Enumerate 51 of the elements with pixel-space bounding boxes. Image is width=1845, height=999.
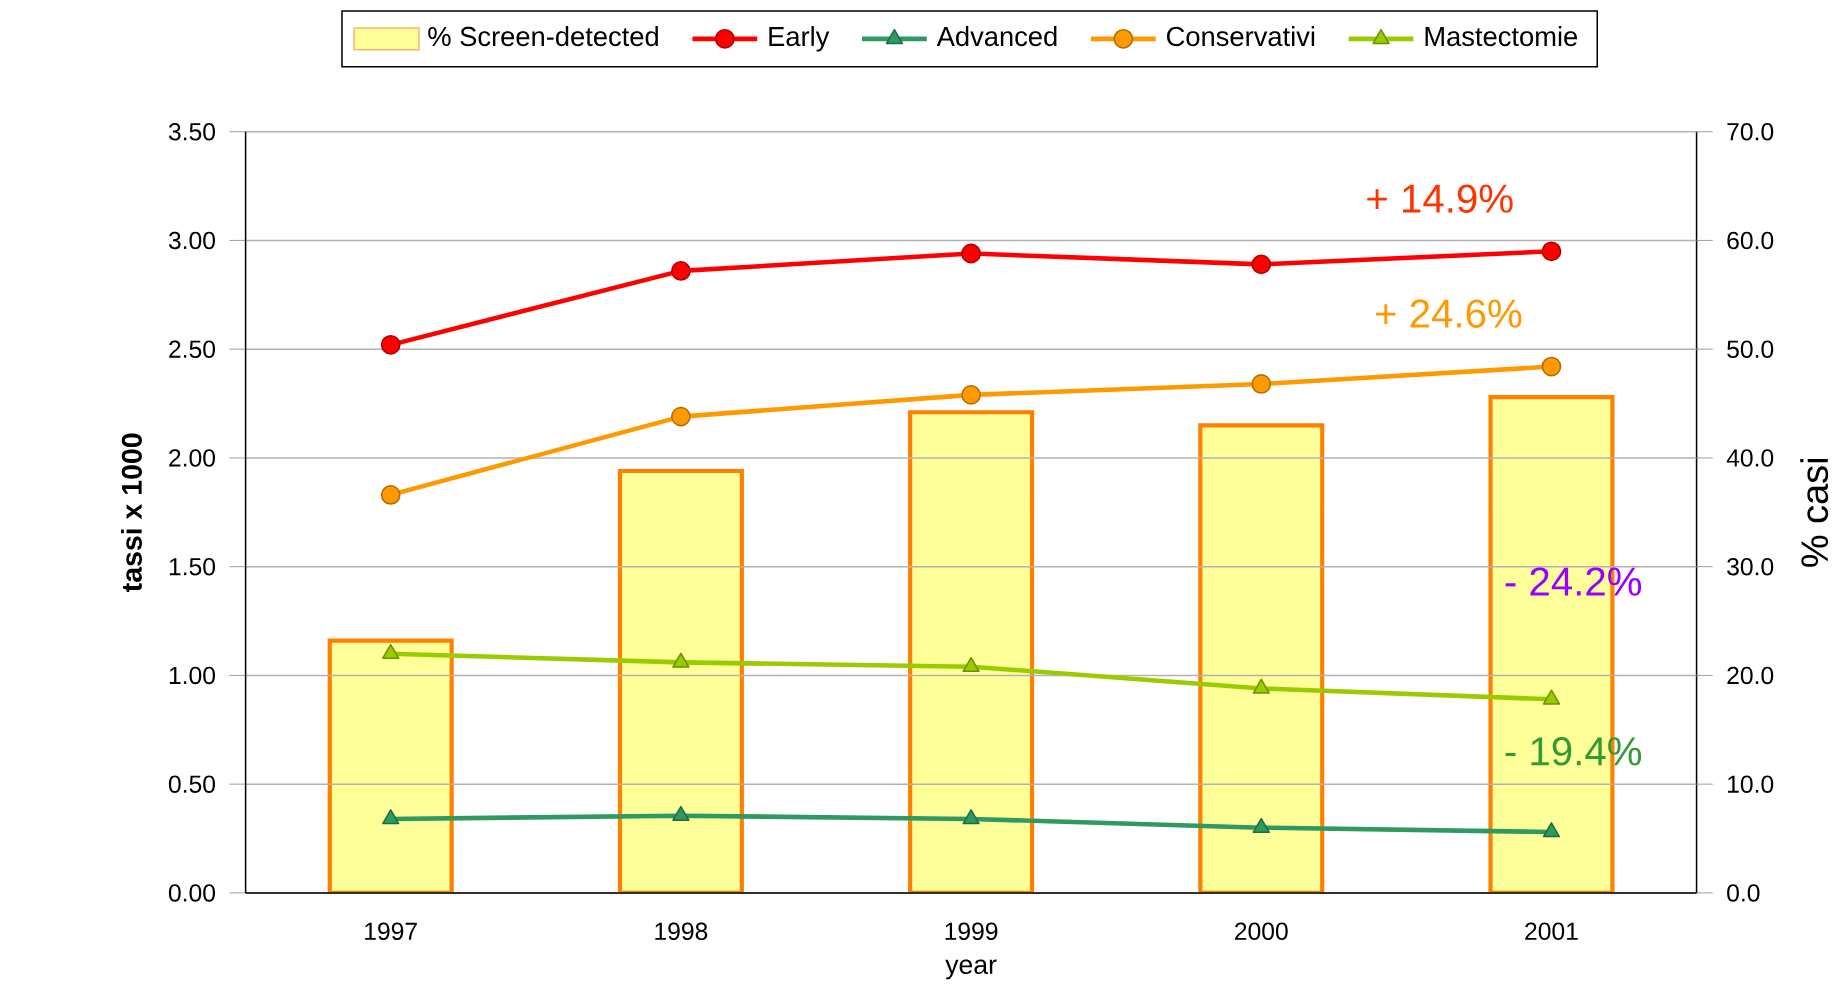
x-tick-label: 1997 (365, 922, 417, 941)
y-tick-label: 0.00 (168, 884, 216, 902)
y2-tick-label: 30.0 (1727, 558, 1774, 576)
point (672, 805, 690, 822)
point (672, 652, 690, 668)
point (671, 406, 691, 427)
x-tick-label: 2000 (1235, 922, 1288, 941)
y-tick-label: 2.00 (169, 449, 216, 467)
legend-label: Mastectomie (1425, 26, 1578, 47)
point (382, 809, 400, 825)
point (1251, 254, 1272, 275)
y-tick-label: 0.50 (168, 775, 216, 793)
y-tick-label: 3.50 (168, 123, 216, 141)
y2-tick-label: 10.0 (1728, 775, 1774, 793)
y2-tick-label: 50.0 (1727, 340, 1774, 358)
point (1541, 356, 1562, 377)
y2-tick-label: 0.0 (1727, 884, 1760, 902)
legend-label: Early (769, 26, 830, 52)
y-tick-label: 1.00 (169, 666, 216, 685)
y-tick-label: 1.50 (169, 558, 216, 576)
legend-label: Advanced (936, 26, 1057, 47)
point (961, 385, 981, 405)
x-axis-title: year (945, 959, 997, 980)
legend-label: % Screen-detected (428, 26, 658, 47)
legend-label: Conservativi (1166, 26, 1315, 47)
y-tick-label: 3.00 (168, 231, 216, 250)
y-axis-title: tassi x 1000 (121, 433, 142, 592)
annotation: + 14.9% (1367, 184, 1513, 213)
point (382, 643, 400, 660)
y2-tick-label: 40.0 (1726, 449, 1774, 467)
point (961, 243, 981, 264)
point (1542, 689, 1561, 705)
point (380, 485, 401, 505)
x-tick-label: 1999 (945, 922, 998, 941)
x-tick-label: 1998 (655, 922, 708, 941)
y-tick-label: 2.50 (169, 340, 216, 358)
y2-tick-label: 70.0 (1727, 123, 1774, 141)
x-tick-label: 2001 (1525, 922, 1578, 941)
point (1542, 822, 1561, 838)
point (962, 809, 980, 825)
point (380, 335, 401, 355)
annotation: + 24.6% (1376, 299, 1522, 328)
point (1541, 241, 1562, 262)
point (1251, 374, 1272, 394)
y2-axis-title: % casi (1800, 459, 1829, 567)
point (962, 656, 980, 673)
y2-tick-label: 20.0 (1727, 666, 1774, 685)
point (671, 261, 691, 281)
point (1252, 817, 1270, 834)
point (1252, 678, 1270, 694)
y2-tick-label: 60.0 (1727, 231, 1774, 250)
